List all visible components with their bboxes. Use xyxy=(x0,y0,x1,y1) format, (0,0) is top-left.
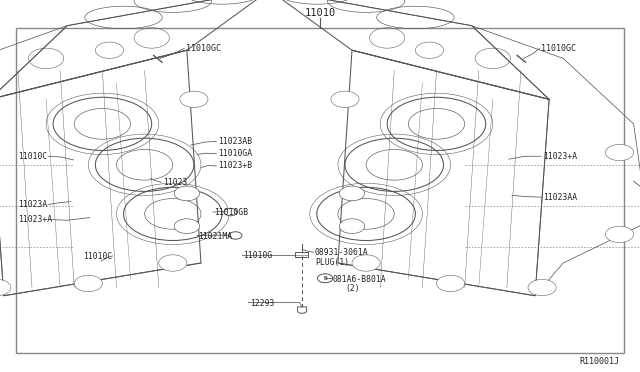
Circle shape xyxy=(528,279,556,296)
Circle shape xyxy=(0,279,11,296)
Text: B: B xyxy=(323,276,327,281)
Bar xyxy=(16,28,624,353)
Text: PLUG(1): PLUG(1) xyxy=(315,258,349,267)
Circle shape xyxy=(224,208,237,216)
Text: 11010G: 11010G xyxy=(243,251,273,260)
Text: 11010GB: 11010GB xyxy=(214,208,248,217)
Circle shape xyxy=(174,219,200,234)
Circle shape xyxy=(174,186,200,201)
Circle shape xyxy=(331,91,359,108)
Text: 11023AA: 11023AA xyxy=(543,193,577,202)
Circle shape xyxy=(229,232,242,239)
Text: 11010GC: 11010GC xyxy=(541,44,576,53)
Text: 11010C: 11010C xyxy=(18,152,47,161)
Text: 11023AB: 11023AB xyxy=(218,137,252,146)
Text: 08931-3061A: 08931-3061A xyxy=(315,248,369,257)
Text: 11023+B: 11023+B xyxy=(218,161,252,170)
Circle shape xyxy=(605,144,634,161)
Text: 11023+A: 11023+A xyxy=(18,215,52,224)
Text: 11010: 11010 xyxy=(305,8,335,18)
Circle shape xyxy=(74,275,102,292)
Circle shape xyxy=(95,42,124,58)
Text: 11010C: 11010C xyxy=(83,252,113,261)
Circle shape xyxy=(415,42,444,58)
Text: 11010GA: 11010GA xyxy=(218,149,252,158)
Circle shape xyxy=(180,91,208,108)
Circle shape xyxy=(339,219,365,234)
Text: 12293: 12293 xyxy=(250,299,274,308)
Circle shape xyxy=(159,255,187,271)
Text: R110001J: R110001J xyxy=(580,357,620,366)
Circle shape xyxy=(352,255,380,271)
Text: 11010GC: 11010GC xyxy=(186,44,221,53)
Bar xyxy=(295,252,308,257)
Text: 081A6-B801A: 081A6-B801A xyxy=(333,275,387,283)
Text: 11021MA: 11021MA xyxy=(198,232,232,241)
Circle shape xyxy=(605,226,634,243)
Circle shape xyxy=(436,275,465,292)
Text: 11023+A: 11023+A xyxy=(543,152,577,161)
Text: 11023A: 11023A xyxy=(18,200,47,209)
Text: 11023: 11023 xyxy=(163,178,188,187)
Circle shape xyxy=(339,186,365,201)
Text: (2): (2) xyxy=(346,284,360,293)
